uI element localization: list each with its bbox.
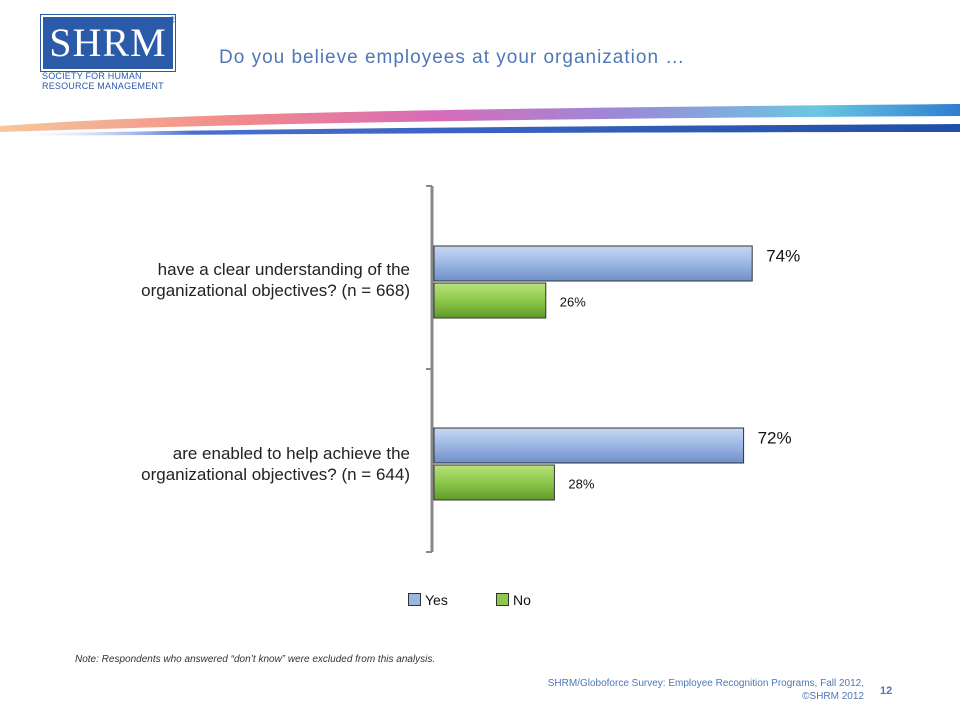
logo-subtitle-line-2: RESOURCE MANAGEMENT [42, 81, 164, 91]
category-label-1-line-1: have a clear understanding of the [157, 260, 410, 279]
page-number: 12 [880, 685, 893, 697]
category-label-2-line-2: organizational objectives? (n = 644) [141, 465, 410, 484]
data-label-no-1: 26% [560, 295, 586, 310]
source-citation: SHRM/Globoforce Survey: Employee Recogni… [548, 677, 864, 703]
legend-label-no: No [513, 592, 531, 608]
slide-title: Do you believe employees at your organiz… [219, 47, 686, 68]
category-label-1-line-2: organizational objectives? (n = 668) [141, 281, 410, 300]
bar-no-1 [433, 282, 547, 319]
bar-chart: 74% 26% 72% 28% have a clear understanding … [0, 180, 960, 620]
category-label-2-line-1: are enabled to help achieve the [172, 444, 410, 463]
source-line-1: SHRM/Globoforce Survey: Employee Recogni… [547, 678, 864, 689]
banner-stripe-lower [0, 124, 960, 136]
data-label-yes-1: 74% [766, 247, 800, 266]
logo-wordmark: SHRM [40, 14, 176, 72]
bar-yes-1 [433, 245, 753, 282]
legend-item-no: No [496, 592, 531, 608]
banner-stripe-upper [0, 104, 960, 132]
category-label-1: have a clear understanding of the organi… [60, 259, 410, 301]
legend-swatch-no [496, 593, 509, 606]
data-label-yes-2: 72% [758, 429, 792, 448]
source-line-2: ©SHRM 2012 [802, 691, 864, 702]
logo-subtitle: SOCIETY FOR HUMAN RESOURCE MANAGEMENT [42, 71, 182, 91]
shrm-logo: SHRM ® SOCIETY FOR HUMAN RESOURCE MANAGE… [40, 14, 182, 97]
footnote: Note: Respondents who answered “don’t kn… [75, 654, 436, 665]
legend-item-yes: Yes [408, 592, 448, 608]
registered-mark: ® [169, 15, 176, 25]
legend-label-yes: Yes [425, 592, 448, 608]
legend-swatch-yes [408, 593, 421, 606]
data-label-no-2: 28% [568, 477, 594, 492]
decorative-banner [0, 104, 960, 136]
bar-yes-2 [433, 427, 745, 464]
category-label-2: are enabled to help achieve the organiza… [60, 443, 410, 485]
chart-plot: 74% 26% 72% 28% [426, 185, 800, 553]
bar-no-2 [433, 464, 555, 501]
logo-subtitle-line-1: SOCIETY FOR HUMAN [42, 71, 142, 81]
